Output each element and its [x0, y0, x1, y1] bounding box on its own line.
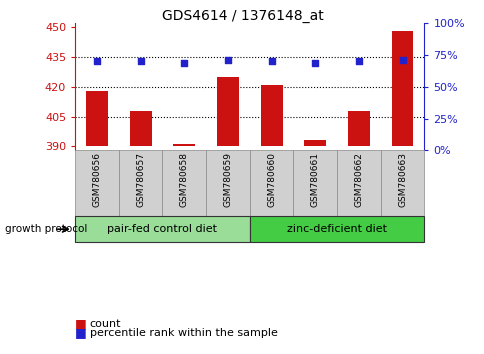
- Bar: [260, 85, 282, 147]
- Text: GDS4614 / 1376148_at: GDS4614 / 1376148_at: [161, 9, 323, 23]
- Text: percentile rank within the sample: percentile rank within the sample: [90, 328, 277, 338]
- Text: GSM780660: GSM780660: [267, 152, 275, 207]
- Text: GSM780663: GSM780663: [397, 152, 406, 207]
- Text: GSM780661: GSM780661: [310, 152, 319, 207]
- Text: ■: ■: [75, 326, 87, 339]
- Text: ■: ■: [75, 318, 87, 330]
- Bar: [216, 77, 238, 147]
- Text: zinc-deficient diet: zinc-deficient diet: [287, 224, 386, 234]
- Text: GSM780657: GSM780657: [136, 152, 145, 207]
- Bar: [347, 110, 369, 147]
- Point: [267, 58, 275, 64]
- Point: [136, 58, 144, 64]
- Bar: [391, 31, 412, 147]
- Text: GSM780656: GSM780656: [92, 152, 101, 207]
- Point: [180, 60, 188, 65]
- Point: [93, 58, 101, 64]
- Bar: [303, 141, 325, 147]
- Bar: [86, 91, 107, 147]
- Point: [224, 57, 231, 63]
- Text: GSM780662: GSM780662: [354, 152, 363, 207]
- Point: [311, 60, 318, 65]
- Point: [398, 57, 406, 63]
- Bar: [129, 110, 151, 147]
- Bar: [173, 144, 195, 147]
- Point: [354, 58, 362, 64]
- Text: growth protocol: growth protocol: [5, 224, 87, 234]
- Text: GSM780659: GSM780659: [223, 152, 232, 207]
- Text: pair-fed control diet: pair-fed control diet: [107, 224, 217, 234]
- Text: count: count: [90, 319, 121, 329]
- Text: GSM780658: GSM780658: [180, 152, 188, 207]
